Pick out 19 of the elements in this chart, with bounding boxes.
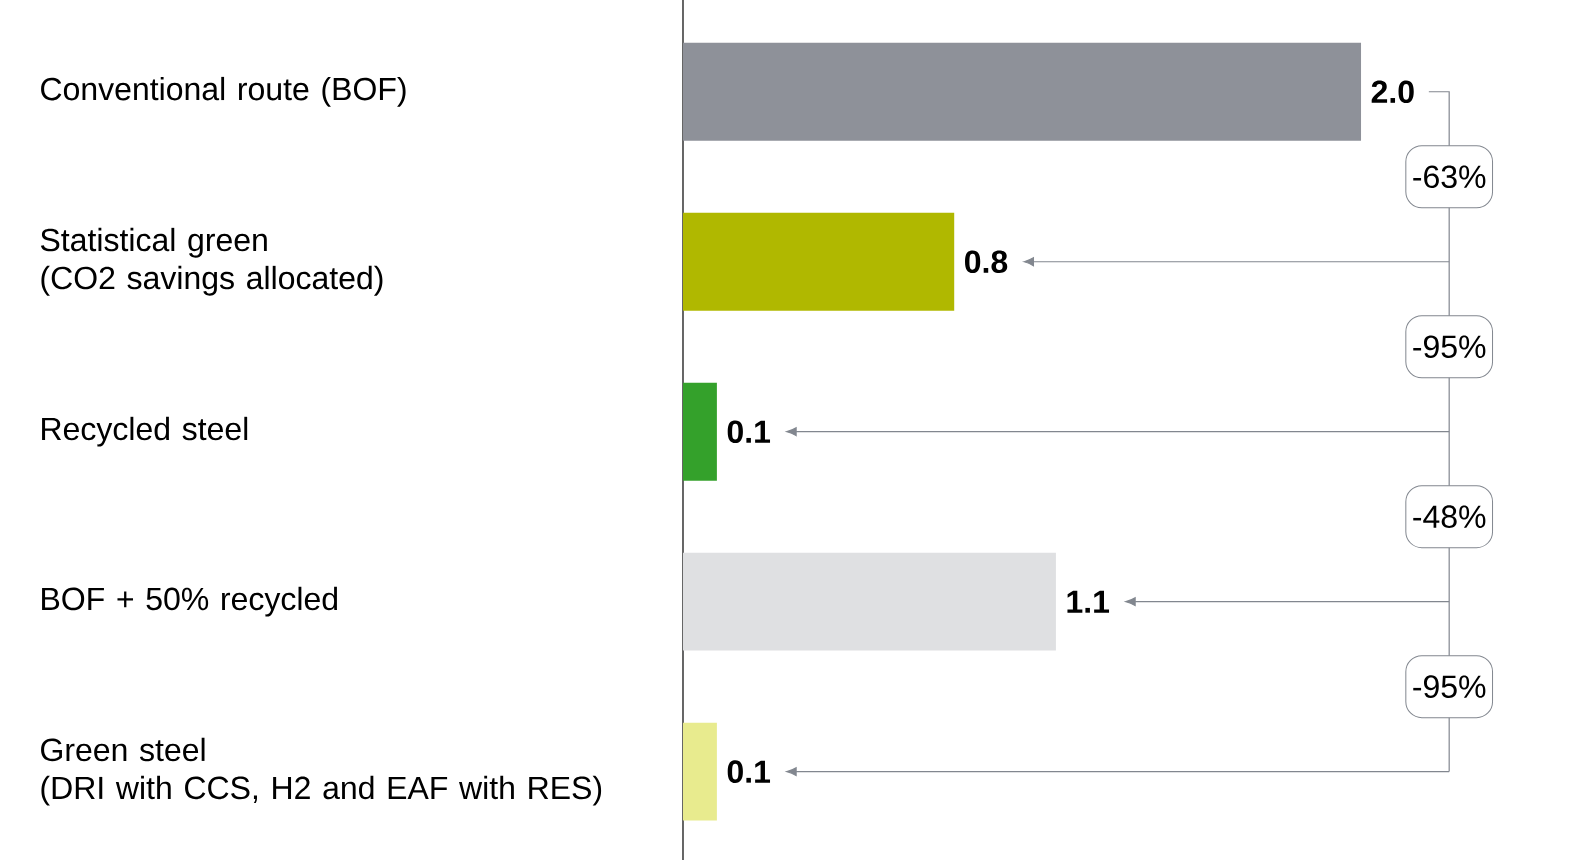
text: -95% <box>1413 675 1486 698</box>
data-label: 2.0 <box>1371 80 1414 104</box>
y-tick-label: Green steel (DRI with CCS, H2 and EAF with RES) <box>41 737 602 806</box>
data-label: 0.1 <box>727 760 771 783</box>
data-label: 0.1 <box>727 420 771 444</box>
bar <box>683 382 717 481</box>
bar <box>683 212 955 311</box>
y-tick-label: BOF + 50% recycled <box>42 586 338 617</box>
bar <box>683 722 717 821</box>
bar <box>683 552 1056 651</box>
bar <box>683 42 1362 141</box>
y-tick-label: Conventional route (BOF) <box>41 76 406 107</box>
y-tick-label: Statistical green (CO2 savings allocated) <box>40 227 383 296</box>
text: -95% <box>1413 335 1486 359</box>
data-label: 0.8 <box>965 250 1008 274</box>
text: -63% <box>1413 165 1486 189</box>
text: -48% <box>1413 505 1486 529</box>
data-label: 1.1 <box>1067 590 1110 613</box>
y-tick-label: Recycled steel <box>42 416 248 447</box>
